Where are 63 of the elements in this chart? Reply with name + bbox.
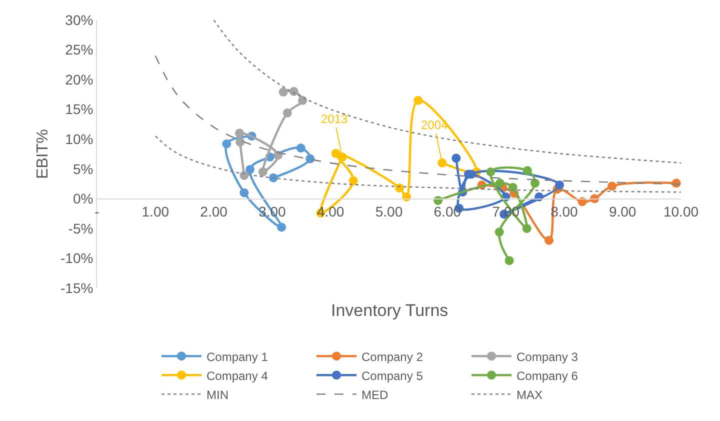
point: [544, 236, 554, 245]
y-tick-label: -5%: [68, 220, 94, 236]
y-tick-label: 5%: [72, 160, 94, 177]
point: [240, 188, 249, 198]
point: [414, 96, 423, 105]
point: [331, 148, 340, 158]
x-tick-label: -: [94, 203, 100, 220]
point: [338, 152, 347, 162]
point: [236, 138, 245, 147]
legend-label: Company 3: [516, 350, 578, 364]
x-tick-label: 1.00: [142, 203, 170, 220]
point: [486, 167, 496, 176]
point: [277, 222, 286, 232]
point: [268, 173, 278, 182]
line-series: [213, 20, 681, 164]
x-tick-label: 6.00: [434, 203, 462, 220]
x-tick-label: 5.00: [375, 203, 403, 220]
point: [495, 178, 504, 188]
line-series: [154, 135, 681, 193]
point: [438, 158, 447, 168]
point: [306, 154, 315, 164]
y-tick-label: 25%: [65, 42, 94, 58]
point: [608, 182, 617, 191]
point: [246, 164, 255, 174]
y-tick-label: -15%: [60, 280, 94, 296]
y-tick-label: -10%: [60, 250, 94, 266]
y-tick-label: 10%: [65, 131, 94, 148]
point: [452, 154, 461, 163]
x-axis-title: Inventory Turns: [331, 301, 448, 320]
point: [222, 139, 232, 148]
legend-label: MAX: [516, 388, 543, 402]
y-tick-label: 30%: [65, 12, 94, 28]
point: [508, 182, 518, 192]
point: [298, 96, 308, 105]
legend-label: Company 1: [206, 350, 268, 364]
y-tick-label: 0%: [72, 190, 94, 207]
x-tick-label: 2.00: [200, 203, 228, 220]
legend-label: Company 4: [206, 368, 268, 383]
legend-label: Company 6: [516, 368, 578, 383]
legend-label: MIN: [206, 388, 228, 402]
point: [278, 88, 288, 97]
point: [504, 256, 514, 266]
point: [289, 86, 298, 96]
y-tick-label: 15%: [65, 101, 94, 118]
point: [235, 128, 244, 138]
y-axis-title: EBIT%: [34, 129, 52, 179]
point: [296, 144, 306, 153]
point: [395, 183, 404, 192]
x-tick-label: 10.00: [663, 203, 699, 220]
point: [555, 180, 564, 190]
point: [522, 166, 532, 176]
point: [348, 176, 358, 186]
legend-label: Company 2: [362, 350, 424, 364]
point: [282, 108, 292, 118]
legend-label: MED: [362, 388, 388, 402]
x-tick-label: 9.00: [608, 203, 636, 220]
point: [240, 170, 249, 180]
legend-label: Company 5: [362, 368, 424, 383]
point: [258, 167, 268, 176]
point: [494, 228, 504, 237]
y-tick-label: 20%: [65, 71, 94, 88]
annotation: 2013: [321, 112, 348, 126]
point: [522, 224, 532, 233]
